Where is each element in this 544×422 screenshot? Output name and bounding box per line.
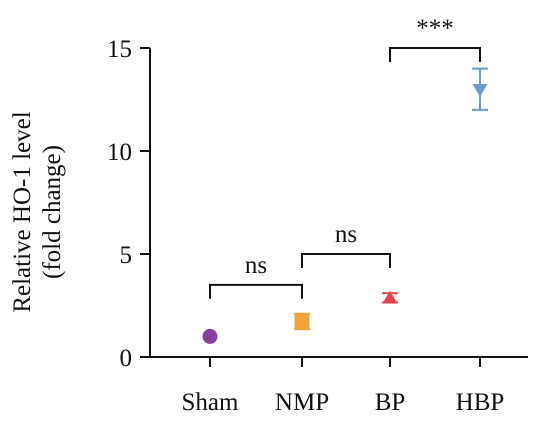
significance-label: ns xyxy=(245,252,267,279)
significance-label: *** xyxy=(416,15,454,42)
data-points xyxy=(202,67,488,344)
bracket-nmp-bp: ns xyxy=(301,221,391,268)
y-tick-label: 10 xyxy=(107,139,132,166)
bracket-line xyxy=(389,47,481,62)
y-tick-label: 5 xyxy=(120,242,133,269)
y-axis-title: Relative HO-1 level (fold change) xyxy=(9,111,66,312)
significance-brackets: ns ns *** xyxy=(209,15,481,299)
marker-hbp xyxy=(472,83,488,97)
bracket-line xyxy=(209,283,303,299)
point-hbp xyxy=(472,67,488,111)
bracket-line xyxy=(301,253,391,268)
x-tick-label-hbp: HBP xyxy=(456,389,505,416)
point-sham xyxy=(202,328,218,344)
marker-sham xyxy=(202,328,218,344)
x-tick-label-nmp: NMP xyxy=(275,389,329,416)
bracket-sham-nmp: ns xyxy=(209,252,303,299)
point-bp xyxy=(382,290,398,304)
x-tick-label-bp: BP xyxy=(375,389,406,416)
x-tick-label-sham: Sham xyxy=(182,389,240,416)
marker-nmp xyxy=(294,313,310,329)
significance-label: ns xyxy=(335,221,357,248)
y-axis-title-line-2: (fold change) xyxy=(39,145,66,279)
marker-bp xyxy=(382,290,398,304)
y-tick-label: 15 xyxy=(107,36,132,63)
y-tick-label: 0 xyxy=(120,345,133,372)
point-nmp xyxy=(294,312,310,331)
y-axis-title-line-1: Relative HO-1 level xyxy=(9,111,36,312)
bracket-bp-hbp: *** xyxy=(389,15,481,62)
x-ticks: Sham NMP BP HBP xyxy=(182,357,505,416)
y-ticks: 0 5 10 15 xyxy=(107,36,150,372)
